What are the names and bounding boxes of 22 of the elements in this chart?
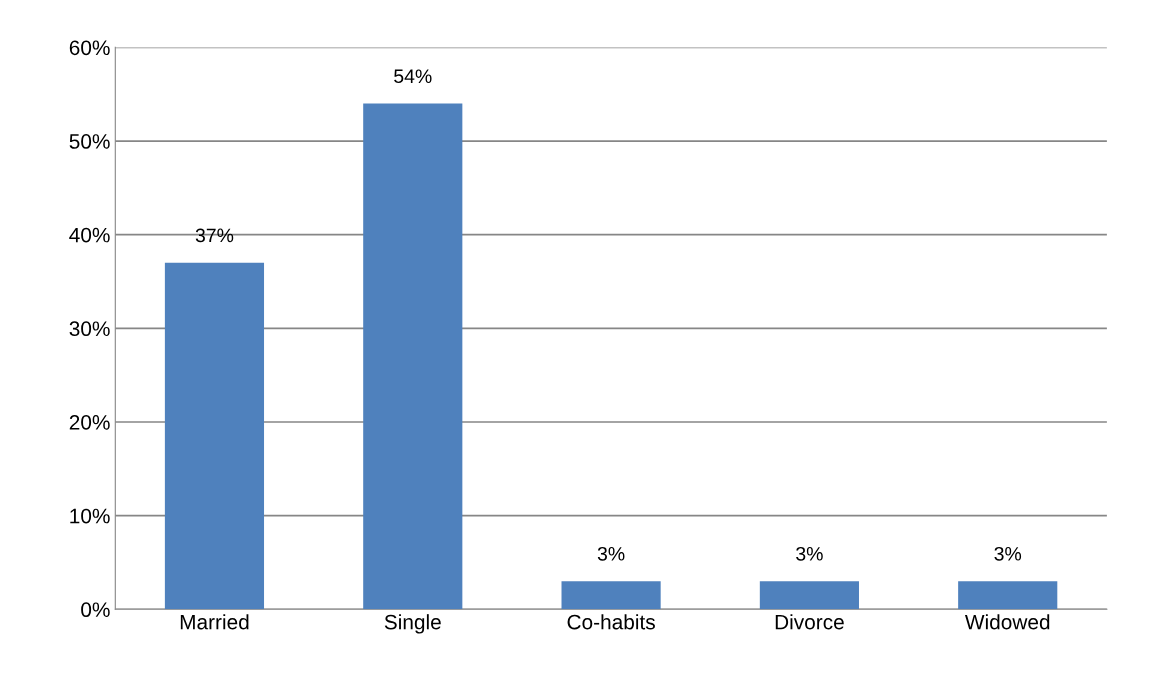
bar <box>561 581 661 610</box>
y-tick-label: 20% <box>69 415 110 430</box>
x-tick-label: Single <box>384 614 441 634</box>
y-tick-label: 60% <box>69 40 110 56</box>
data-label: 3% <box>994 546 1022 561</box>
x-tick-label: Widowed <box>964 614 1050 630</box>
data-label: 54% <box>394 69 432 84</box>
bar <box>164 262 265 610</box>
y-tick-label: 0% <box>81 602 110 618</box>
y-tick-label: 30% <box>69 321 110 337</box>
y-tick-label: 10% <box>70 508 110 524</box>
x-tick-label: Co-habits <box>567 614 655 630</box>
x-tick-label: Married <box>180 614 249 630</box>
bar <box>759 581 859 610</box>
data-label: 3% <box>796 546 823 561</box>
bar <box>958 581 1058 610</box>
data-label: 3% <box>597 546 625 561</box>
bar <box>363 103 463 610</box>
x-tick-label: Divorce <box>775 614 844 630</box>
y-tick-label: 40% <box>69 227 110 243</box>
y-tick-label: 50% <box>69 134 110 149</box>
data-label: 37% <box>195 228 234 243</box>
